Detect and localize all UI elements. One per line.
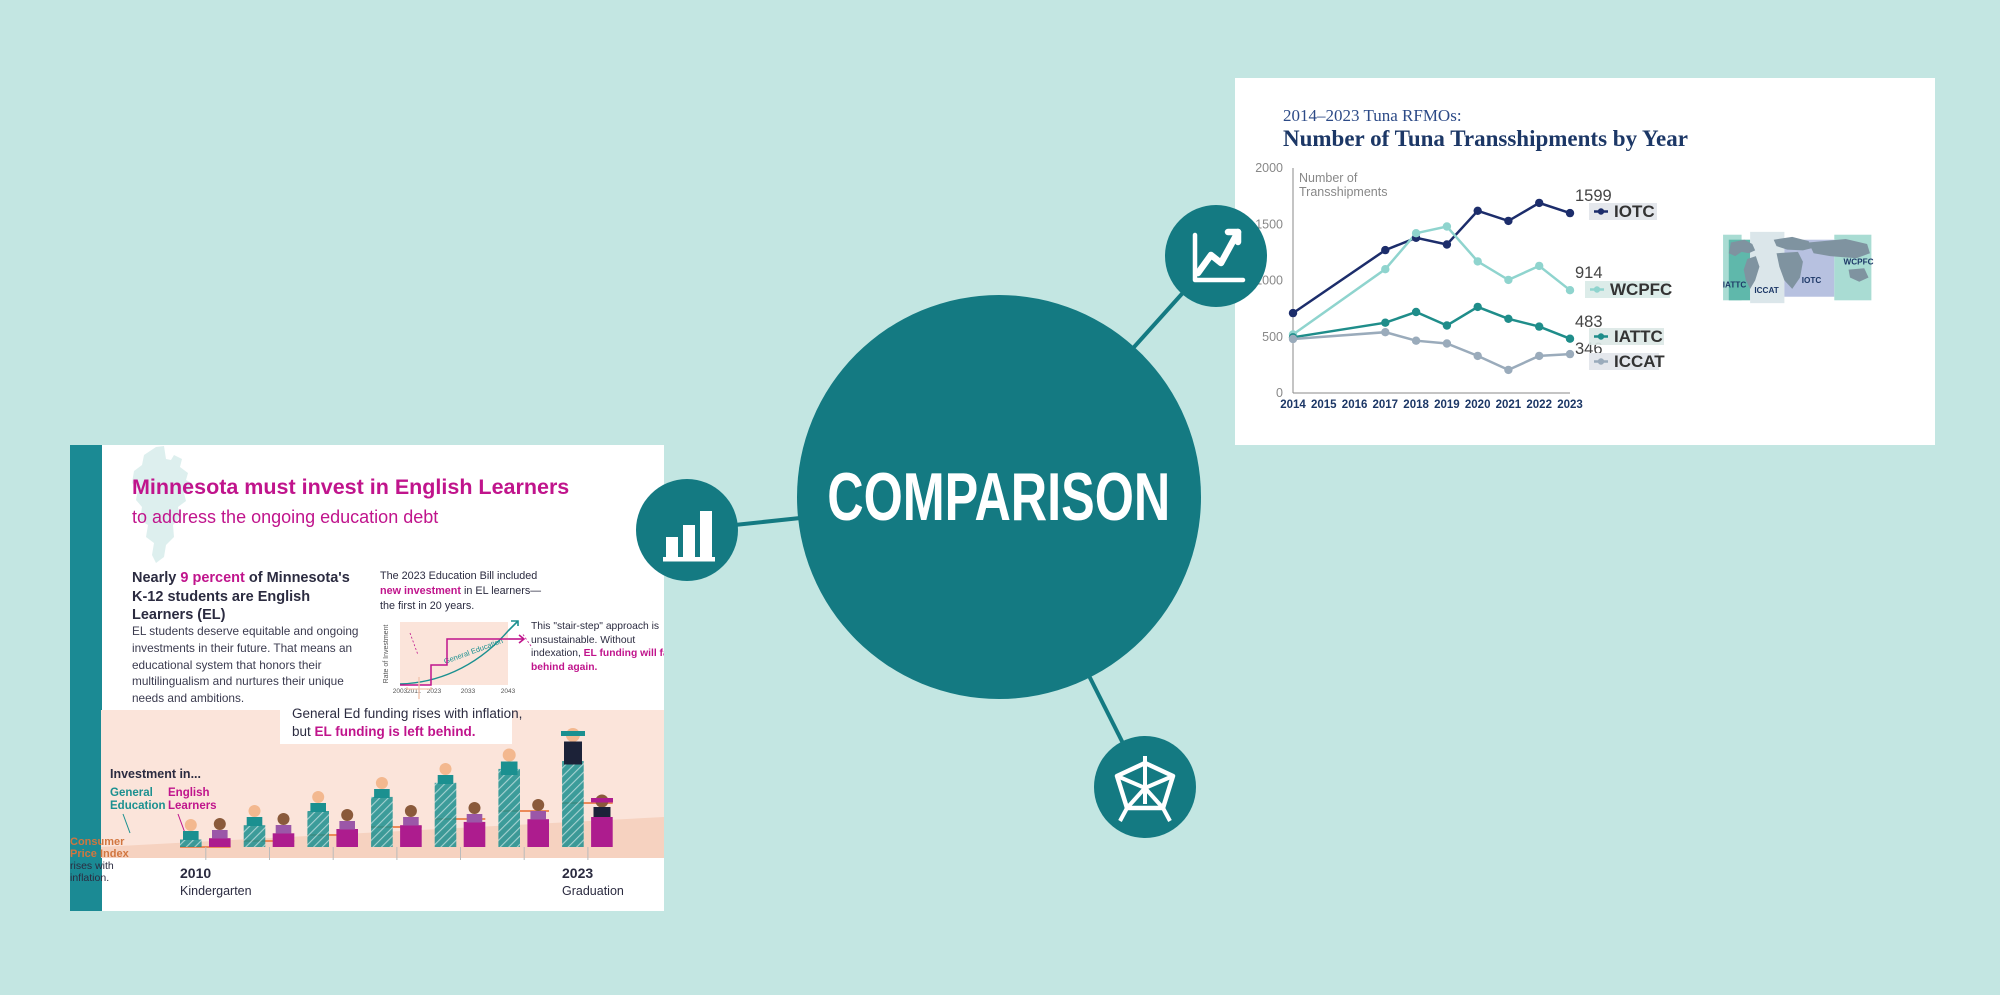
svg-text:2023: 2023 (1557, 399, 1583, 411)
svg-text:2020: 2020 (1465, 399, 1491, 411)
svg-text:2016: 2016 (1342, 399, 1368, 411)
svg-text:General: General (110, 787, 153, 799)
svg-text:Number of: Number of (1299, 171, 1358, 185)
svg-text:ICCAT: ICCAT (1754, 286, 1778, 295)
svg-text:rises with: rises with (70, 860, 114, 872)
svg-text:2015: 2015 (1311, 399, 1337, 411)
svg-text:IOTC: IOTC (1614, 202, 1655, 221)
svg-text:but EL funding is left behind.: but EL funding is left behind. (292, 724, 476, 739)
svg-text:2019: 2019 (1434, 399, 1460, 411)
svg-text:2023: 2023 (562, 865, 593, 881)
svg-text:inflation.: inflation. (70, 872, 109, 884)
svg-text:2017: 2017 (1373, 399, 1399, 411)
svg-text:Graduation: Graduation (562, 884, 624, 898)
svg-text:Kindergarten: Kindergarten (180, 884, 252, 898)
svg-text:500: 500 (1262, 330, 1283, 344)
svg-text:IOTC: IOTC (1802, 276, 1822, 285)
svg-text:Education: Education (110, 800, 166, 812)
svg-text:WCPFC: WCPFC (1610, 280, 1672, 299)
svg-text:WCPFC: WCPFC (1844, 258, 1874, 267)
svg-text:2014: 2014 (1280, 399, 1306, 411)
svg-text:2018: 2018 (1403, 399, 1429, 411)
svg-text:0: 0 (1276, 386, 1283, 400)
svg-text:Consumer: Consumer (70, 836, 125, 848)
svg-text:General Ed funding rises with: General Ed funding rises with inflation, (292, 706, 522, 721)
svg-text:IATTC: IATTC (1723, 280, 1747, 289)
svg-text:2000: 2000 (1255, 161, 1283, 175)
svg-text:IATTC: IATTC (1614, 327, 1663, 346)
svg-text:English: English (168, 787, 210, 799)
svg-text:2010: 2010 (180, 865, 211, 881)
svg-text:ICCAT: ICCAT (1614, 352, 1665, 371)
svg-text:Investment in...: Investment in... (110, 767, 201, 781)
svg-text:2022: 2022 (1526, 399, 1552, 411)
svg-text:Learners: Learners (168, 800, 217, 812)
svg-text:2021: 2021 (1496, 399, 1522, 411)
svg-text:Transshipments: Transshipments (1299, 185, 1387, 199)
svg-text:Price Index: Price Index (70, 848, 130, 860)
